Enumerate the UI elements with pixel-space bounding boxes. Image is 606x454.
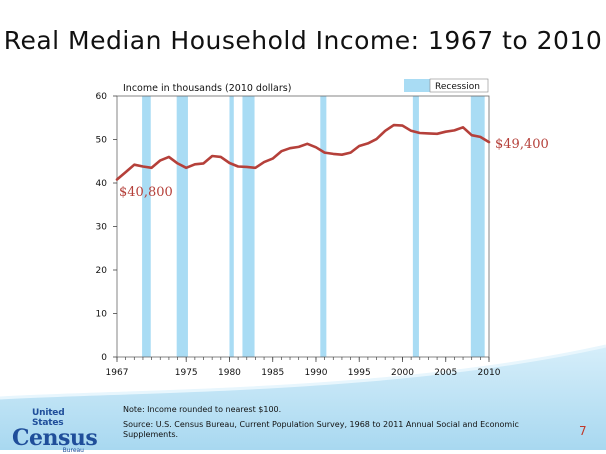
recession-bar — [229, 96, 234, 357]
legend-swatch — [404, 79, 430, 92]
page-number: 7 — [579, 424, 587, 438]
start-value-label: $40,800 — [119, 185, 173, 200]
x-tick-label: 2005 — [434, 368, 457, 378]
recession-bar — [242, 96, 255, 357]
x-tick-label: 1995 — [348, 368, 371, 378]
y-tick-label: 50 — [96, 136, 108, 146]
legend-box — [429, 78, 489, 93]
recession-bar — [176, 96, 188, 357]
plot-frame — [116, 95, 490, 358]
x-tick-label: 1980 — [218, 368, 241, 378]
footer-swoosh-highlight — [0, 344, 606, 400]
y-tick-label: 60 — [96, 92, 108, 102]
y-tick-label: 30 — [96, 223, 108, 233]
x-tick-label: 1990 — [305, 368, 328, 378]
y-tick-label: 10 — [96, 310, 108, 320]
y-tick-label: 20 — [96, 266, 108, 276]
y-tick-label: 0 — [101, 353, 107, 363]
end-value-label: $49,400 — [495, 137, 549, 152]
source-note: Source: U.S. Census Bureau, Current Popu… — [123, 420, 519, 439]
income-series-line — [115, 123, 491, 181]
recession-bar — [142, 96, 151, 357]
x-tick-label: 1967 — [106, 368, 129, 378]
y-axis-label: Income in thousands (2010 dollars) — [123, 83, 291, 94]
logo-top-text: United States — [32, 408, 65, 428]
recession-bar — [412, 96, 419, 357]
x-tick-label: 1985 — [261, 368, 284, 378]
logo-main-text: Census — [12, 425, 98, 451]
x-tick-label: 1975 — [175, 368, 198, 378]
y-tick-label: 40 — [96, 179, 108, 189]
x-tick-label: 2010 — [478, 368, 501, 378]
recession-bar — [470, 96, 485, 357]
slide-title: Real Median Household Income: 1967 to 20… — [3, 26, 603, 55]
legend-label: Recession — [435, 82, 480, 92]
footnote: Note: Income rounded to nearest $100. — [123, 405, 282, 414]
census-logo: United States Census Bureau — [12, 408, 98, 454]
recession-bar — [320, 96, 327, 357]
x-tick-label: 2000 — [391, 368, 414, 378]
